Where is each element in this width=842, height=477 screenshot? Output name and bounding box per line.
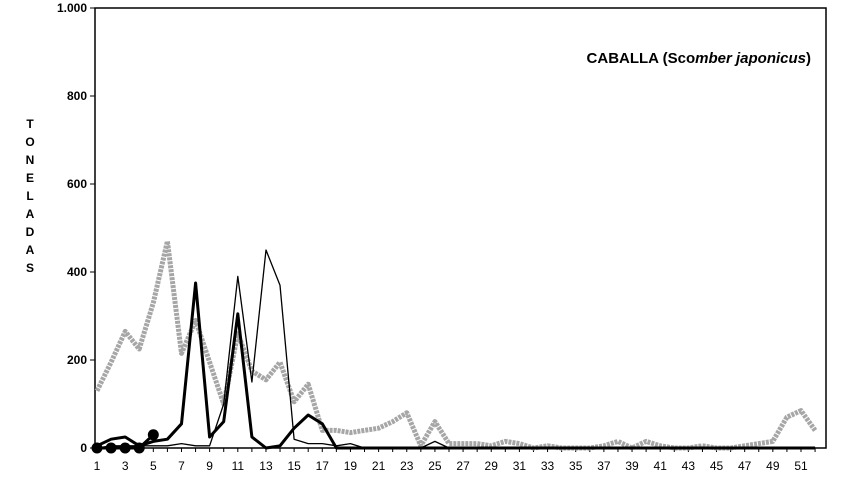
series-layer: [91, 238, 818, 454]
x-tick-label: 11: [232, 459, 245, 473]
y-label-letter: S: [26, 261, 34, 275]
y-label-letter: A: [26, 207, 35, 221]
series-point: [91, 442, 103, 454]
y-tick-label: 600: [67, 177, 87, 191]
y-label-letter: A: [26, 243, 35, 257]
x-tick-label: 29: [485, 459, 499, 473]
x-tick-label: 45: [710, 459, 724, 473]
x-tick-label: 33: [541, 459, 555, 473]
x-tick-label: 13: [259, 459, 273, 473]
chart-title-part-2: mber japonicus: [695, 50, 806, 67]
chart-title: CABALLA (Scomber japonicus): [587, 50, 811, 67]
y-label-letter: O: [25, 135, 34, 149]
x-tick-label: 19: [344, 459, 358, 473]
plot-frame: [94, 7, 827, 449]
x-tick-label: 15: [287, 459, 301, 473]
x-axis: 1 3 5 7 9 11 13 15 17 19 21 23 25 27 29 31 33 35 37 39 41 43 4…: [94, 448, 816, 473]
x-tick-label: 43: [682, 459, 696, 473]
chart-title-part-1: CABALLA (Sco: [587, 50, 696, 67]
y-tick-label: 0: [80, 441, 87, 455]
x-tick-label: 27: [456, 459, 470, 473]
x-tick-label: 3: [122, 459, 129, 473]
x-tick-label: 17: [316, 459, 330, 473]
y-label-letter: N: [26, 153, 35, 167]
chart-title-part-3: ): [806, 50, 811, 67]
x-tick-label: 31: [513, 459, 527, 473]
x-tick-label: 49: [766, 459, 780, 473]
y-label-letter: E: [26, 171, 34, 185]
y-tick-label: 400: [67, 265, 87, 279]
series-point: [105, 442, 117, 454]
x-tick-label: 23: [400, 459, 414, 473]
x-tick-label: 9: [206, 459, 213, 473]
series-point: [119, 442, 131, 454]
y-tick-label: 1.000: [57, 1, 87, 15]
x-tick-label: 25: [428, 459, 442, 473]
x-tick-label: 37: [597, 459, 611, 473]
x-tick-label: 5: [150, 459, 157, 473]
x-tick-label: 51: [794, 459, 808, 473]
y-tick-label: 200: [67, 353, 87, 367]
y-label-letter: L: [26, 189, 33, 203]
x-tick-label: 39: [625, 459, 639, 473]
x-tick-label: 21: [372, 459, 386, 473]
y-tick-label: 800: [67, 89, 87, 103]
x-tick-label: 1: [94, 459, 101, 473]
series-point: [147, 429, 159, 441]
y-label-letter: D: [26, 225, 35, 239]
x-tick-label: 47: [738, 459, 752, 473]
x-tick-label: 35: [569, 459, 583, 473]
y-axis: 0 200 400 600 800 1.000: [57, 1, 95, 455]
series-line-thick: [96, 281, 816, 450]
series-point: [133, 442, 145, 454]
x-tick-label: 41: [654, 459, 668, 473]
x-tick-label: 7: [178, 459, 185, 473]
y-label-letter: T: [26, 117, 34, 131]
